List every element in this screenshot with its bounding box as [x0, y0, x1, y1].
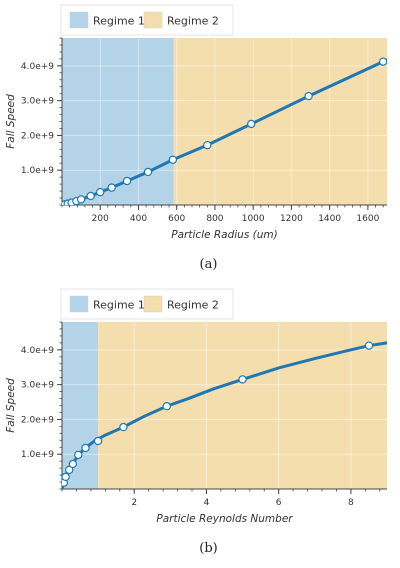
- chart-a-legend-swatch-2: [143, 11, 163, 29]
- chart-b-data-point: [68, 459, 78, 469]
- chart-b-data-point: [364, 341, 374, 350]
- chart-b-x-tick-label: 6: [276, 498, 282, 508]
- chart-a-region-1: [62, 38, 174, 205]
- chart-a-legend: Regime 1 Regime 2: [60, 4, 234, 36]
- chart-a-x-tick-label: 1200: [280, 214, 303, 224]
- chart-b-caption: (b): [199, 541, 217, 556]
- chart-b-y-tick-label: 2.0e+9: [21, 415, 54, 425]
- chart-b-data-point: [93, 436, 103, 446]
- chart-a-x-tick-label: 1600: [356, 214, 379, 224]
- chart-a-y-axis-label: Fall Speed: [5, 94, 17, 149]
- chart-a-y-tick-label: 4.0e+9: [21, 62, 54, 72]
- chart-b-x-tick-label: 8: [348, 498, 354, 508]
- chart-b-data-point: [65, 465, 74, 475]
- chart-a-data-point: [304, 91, 313, 101]
- chart-a-data-point: [378, 57, 387, 66]
- chart-a-x-axis-label: Particle Radius (um): [171, 229, 277, 241]
- chart-a-data-point: [247, 119, 256, 129]
- chart-b-legend: Regime 1 Regime 2: [60, 288, 234, 320]
- chart-a-x-tick-label: 1400: [318, 214, 341, 224]
- chart-a-x-tick-label: 1000: [242, 214, 265, 224]
- chart-a-y-tick-label: 2.0e+9: [21, 131, 54, 141]
- chart-b-y-tick-label: 3.0e+9: [21, 381, 54, 391]
- chart-b-x-tick-label: 2: [131, 498, 137, 508]
- chart-b-data-point: [74, 450, 83, 460]
- chart-a-legend-label-1: Regime 1: [93, 15, 145, 28]
- chart-panel-a: 200 400 600 800 1000 1200 1400 1600 1.0e+9 2.0e+9…: [5, 4, 387, 272]
- chart-b-data-point: [119, 422, 128, 432]
- chart-b-region-1: [62, 322, 99, 489]
- chart-a-data-point: [96, 187, 105, 197]
- chart-b-svg: 2 4 6 8 1.0e+9 2.0e+9 3.0e+9 4.0e+9 Particle Rey…: [5, 288, 387, 556]
- chart-a-region-2: [173, 38, 387, 205]
- chart-a-y-tick-label: 1.0e+9: [21, 166, 54, 176]
- chart-a-data-point: [86, 191, 95, 201]
- chart-b-x-axis-label: Particle Reynolds Number: [156, 513, 293, 525]
- chart-a-caption: (a): [200, 257, 218, 272]
- chart-b-legend-label-1: Regime 1: [93, 299, 145, 312]
- chart-a-x-tick-label: 800: [206, 214, 223, 224]
- chart-a-legend-swatch-1: [69, 11, 89, 29]
- chart-a-data-point: [203, 140, 212, 150]
- chart-b-data-point: [162, 401, 171, 411]
- chart-b-y-tick-label: 4.0e+9: [21, 346, 54, 356]
- chart-a-y-tick-label: 3.0e+9: [21, 97, 54, 107]
- chart-b-data-point: [81, 443, 90, 453]
- chart-a-data-point: [122, 176, 132, 186]
- chart-a-x-tick-label: 600: [168, 214, 185, 224]
- chart-b-y-tick-label: 1.0e+9: [21, 450, 54, 460]
- chart-b-y-axis-label: Fall Speed: [5, 378, 17, 433]
- chart-a-x-tick-label: 200: [92, 214, 109, 224]
- chart-b-x-tick-label: 4: [204, 498, 210, 508]
- chart-a-svg: 200 400 600 800 1000 1200 1400 1600 1.0e+9 2.0e+9…: [5, 4, 387, 272]
- chart-a-data-point: [168, 155, 178, 164]
- chart-b-data-point: [62, 472, 70, 482]
- chart-a-data-point: [143, 167, 153, 177]
- chart-a-x-tick-label: 400: [130, 214, 147, 224]
- chart-panel-b: 2 4 6 8 1.0e+9 2.0e+9 3.0e+9 4.0e+9 Particle Rey…: [0, 284, 400, 568]
- chart-a-data-point: [76, 195, 86, 204]
- chart-b-legend-label-2: Regime 2: [167, 299, 219, 312]
- chart-a-data-point: [107, 183, 116, 192]
- chart-b-region-2: [98, 322, 387, 489]
- chart-b-legend-swatch-2: [143, 295, 163, 313]
- chart-a-legend-label-2: Regime 2: [167, 15, 219, 28]
- chart-b-data-point: [238, 375, 247, 384]
- chart-b-legend-swatch-1: [69, 295, 89, 313]
